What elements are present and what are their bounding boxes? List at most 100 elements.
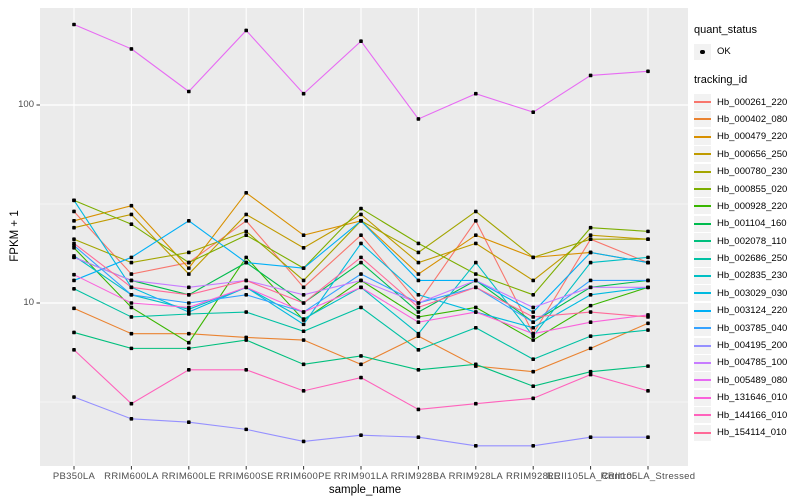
data-point [588,237,593,242]
legend-item-Hb_144166_010: Hb_144166_010 [694,406,800,424]
data-point [301,317,306,321]
data-point [187,266,191,270]
data-point [129,346,134,351]
data-point [301,338,306,342]
legend-item-Hb_131646_010: Hb_131646_010 [694,389,800,406]
legend-item-label: OK [717,46,731,58]
data-point [588,334,593,338]
legend-item-Hb_005489_080: Hb_005489_080 [694,372,800,389]
data-point [588,73,593,78]
data-point [474,362,478,367]
data-point [588,285,593,290]
data-point [474,310,478,314]
legend-item-Hb_000261_220: Hb_000261_220 [694,93,800,111]
data-point [301,246,306,250]
data-point [588,260,593,265]
legend-item-label: Hb_154114_010 [717,427,787,438]
data-point [187,301,191,305]
data-point [646,321,650,326]
data-point [72,272,76,277]
data-point [416,278,421,283]
data-point [359,241,363,246]
data-point [72,286,76,291]
x-tick-label: RRII105LA_Stressed [600,471,696,482]
data-point [474,241,478,246]
data-point [187,272,191,276]
data-point [129,301,134,305]
line-swatch-icon [694,320,711,337]
legend-tracking-id-title: tracking_id [694,74,748,87]
data-point [531,320,535,324]
data-point [129,212,134,217]
data-point [187,260,191,265]
data-point [531,110,535,114]
x-tick-label: RRIM928LA [448,471,504,482]
legend-item-label: Hb_003124_220 [717,305,788,317]
x-tick-label: RRIM600LA [104,471,159,482]
data-point [474,305,478,310]
line-swatch-icon [694,267,711,284]
data-point [416,272,421,276]
data-point [187,331,191,336]
legend-item-label: Hb_002835_230 [717,270,788,282]
data-point [646,435,650,440]
line-swatch-icon [694,181,711,198]
data-point [531,369,535,374]
data-point [244,191,248,195]
legend-item-Hb_004785_100: Hb_004785_100 [694,354,800,371]
data-point [359,260,363,265]
data-point [588,346,593,351]
data-point [416,117,421,121]
data-point [531,255,535,260]
data-point [416,260,421,265]
data-point [588,303,593,308]
legend-item-Hb_000479_220: Hb_000479_220 [694,128,800,145]
data-point [531,331,535,336]
data-point [646,315,650,319]
data-point [244,367,248,372]
line-swatch-icon [694,146,711,163]
y-tick-label: 100 [18,99,34,110]
legend-item-Hb_000928_220: Hb_000928_220 [694,198,800,215]
data-point [531,357,535,362]
legend-item-Hb_000780_230: Hb_000780_230 [694,163,800,180]
line-swatch-icon [694,128,711,145]
data-point [72,22,76,27]
line-swatch-icon [694,372,711,389]
data-point [646,389,650,393]
data-point [244,285,248,290]
legend-item-label: Hb_001104_160 [717,218,787,230]
data-point [474,285,478,290]
data-point [588,320,593,324]
data-point [359,278,363,283]
data-point [646,260,650,265]
legend-item-label: Hb_000402_080 [717,113,788,125]
data-point [416,315,421,319]
legend-tracking-id-items: Hb_000261_220 Hb_000402_080 Hb_000479_220 H… [694,93,800,441]
data-point [416,348,421,352]
data-point [301,233,306,238]
legend-item-label: Hb_000780_230 [717,166,788,178]
data-point [187,310,191,314]
data-point [244,212,248,217]
data-point [301,439,306,444]
data-point [531,396,535,401]
data-point [129,305,134,310]
legend-item-label: Hb_131646_010 [717,392,788,404]
data-point [416,301,421,305]
data-point [474,325,478,330]
data-point [244,219,248,223]
data-point [416,407,421,412]
x-tick-label: RRIM600LE [161,471,217,482]
data-point [588,372,593,377]
data-point [588,233,593,238]
y-tick-label: 10 [23,297,34,308]
data-point [301,329,306,334]
data-point [646,278,650,283]
data-point [359,219,363,223]
data-point [301,362,306,367]
x-tick-label: RRII105LA_Control [546,471,635,482]
data-point [129,278,134,283]
data-point [301,322,306,327]
